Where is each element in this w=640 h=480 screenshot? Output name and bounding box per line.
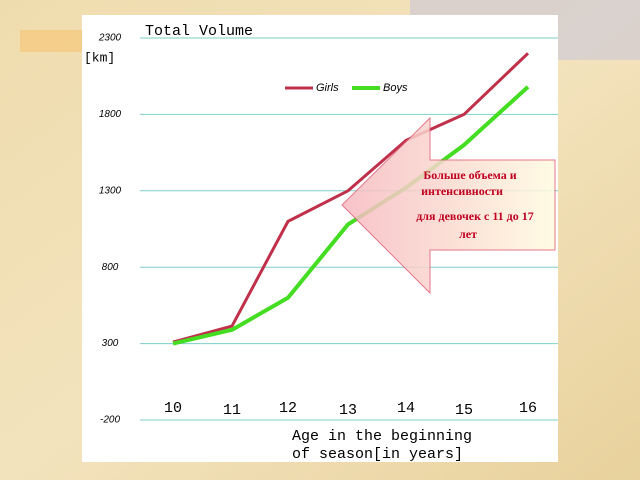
callout-text: лет (459, 227, 477, 241)
legend-label: Boys (383, 82, 408, 94)
callout-text: для девочек с 11 до 17 (416, 209, 534, 223)
x-tick-label: 12 (279, 400, 297, 417)
callout: Больше объема и интенсивности для девоче… (416, 168, 534, 241)
y-tick-label: 800 (102, 262, 119, 273)
chart-title: Total Volume (145, 23, 253, 40)
x-tick-label: 16 (519, 400, 537, 417)
callout-text: интенсивности (421, 184, 503, 198)
x-axis-label: of season[in years] (292, 446, 463, 463)
plot: -200 300 800 1300 1800 2300 10 11 12 13 14 15 16 Girl… (98, 33, 558, 426)
y-tick-label: -200 (100, 415, 120, 426)
y-tick-label: 2300 (98, 33, 122, 44)
series-line (172, 52, 530, 344)
callout-text: Больше объема и (423, 168, 516, 182)
y-tick-label: 1800 (99, 109, 122, 120)
x-tick-label: 10 (164, 400, 182, 417)
y-tick-label: 1300 (99, 185, 122, 196)
x-tick-label: 11 (223, 402, 241, 419)
callout-arrow (341, 116, 556, 295)
legend-label: Girls (316, 82, 339, 94)
series-line (172, 85, 530, 346)
x-axis-label: Age in the beginning (292, 428, 472, 445)
x-tick-label: 13 (339, 402, 357, 419)
y-tick-label: 300 (102, 338, 119, 349)
x-tick-label: 15 (455, 402, 473, 419)
x-tick-label: 14 (397, 400, 415, 417)
decoration (20, 30, 90, 52)
y-axis-label: [km] (84, 50, 115, 65)
